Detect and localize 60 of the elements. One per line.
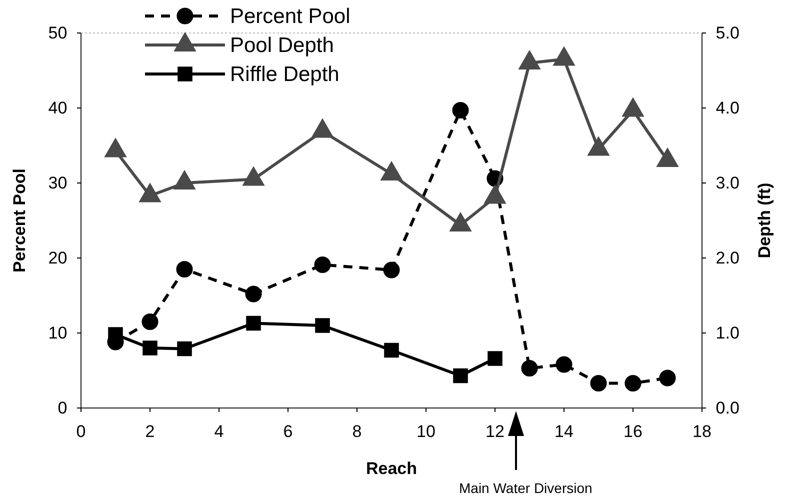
point [315, 318, 330, 333]
y2-tick-label: 1.0 [716, 323, 740, 342]
x-tick-label: 18 [692, 422, 712, 442]
point [176, 260, 193, 278]
y2-tick-label: 4.0 [716, 98, 740, 118]
y2-tick-label: 5.0 [716, 23, 740, 42]
point [177, 341, 192, 356]
point [246, 316, 261, 331]
point [380, 161, 402, 181]
point [384, 342, 399, 358]
x-axis-title: Reach [366, 459, 418, 478]
point [556, 356, 572, 373]
point [622, 98, 644, 117]
point [245, 286, 262, 302]
y-tick-label: 20 [48, 248, 68, 268]
y2-tick-label: 0.0 [716, 398, 740, 418]
point [518, 50, 540, 70]
x-tick-label: 6 [283, 422, 293, 442]
point [624, 374, 642, 392]
x-tick-label: 4 [214, 422, 224, 442]
point [450, 212, 472, 232]
legend-label: Pool Depth [230, 34, 334, 57]
y-tick-label: 40 [48, 98, 68, 118]
point [312, 118, 334, 138]
y-tick-label: 10 [48, 323, 68, 342]
x-tick-label: 10 [416, 422, 436, 442]
point [553, 46, 575, 66]
point [588, 136, 610, 156]
point [452, 102, 469, 119]
point [142, 340, 158, 356]
y-tick-label: 50 [48, 23, 68, 42]
text: Main Water Diversion [459, 480, 592, 496]
x-tick-label: 14 [554, 422, 574, 442]
x-tick-label: 8 [352, 422, 362, 442]
point [174, 170, 196, 190]
point [314, 256, 331, 274]
x-tick-label: 16 [624, 422, 642, 442]
x-tick-label: 0 [76, 422, 86, 442]
point [383, 262, 400, 278]
y2-axis-title: Depth (ft) [755, 182, 774, 258]
x-tick-label: 2 [145, 422, 155, 442]
point [590, 374, 607, 392]
x-tick-label: 12 [486, 422, 504, 442]
legend-label: Percent Pool [230, 5, 350, 28]
point [453, 368, 468, 384]
y-tick-label: 30 [48, 173, 68, 192]
y-tick-label: 0 [58, 398, 68, 418]
point [139, 183, 161, 202]
point [104, 138, 126, 158]
point [521, 360, 538, 377]
point [488, 351, 502, 366]
y2-tick-label: 2.0 [716, 248, 740, 268]
y-axis-title: Percent Pool [10, 168, 29, 272]
point [656, 148, 678, 168]
point [659, 370, 676, 386]
point [242, 166, 264, 186]
y2-tick-label: 3.0 [716, 173, 740, 192]
point [484, 184, 506, 204]
legend-label: Riffle Depth [230, 63, 340, 86]
point [142, 313, 158, 330]
